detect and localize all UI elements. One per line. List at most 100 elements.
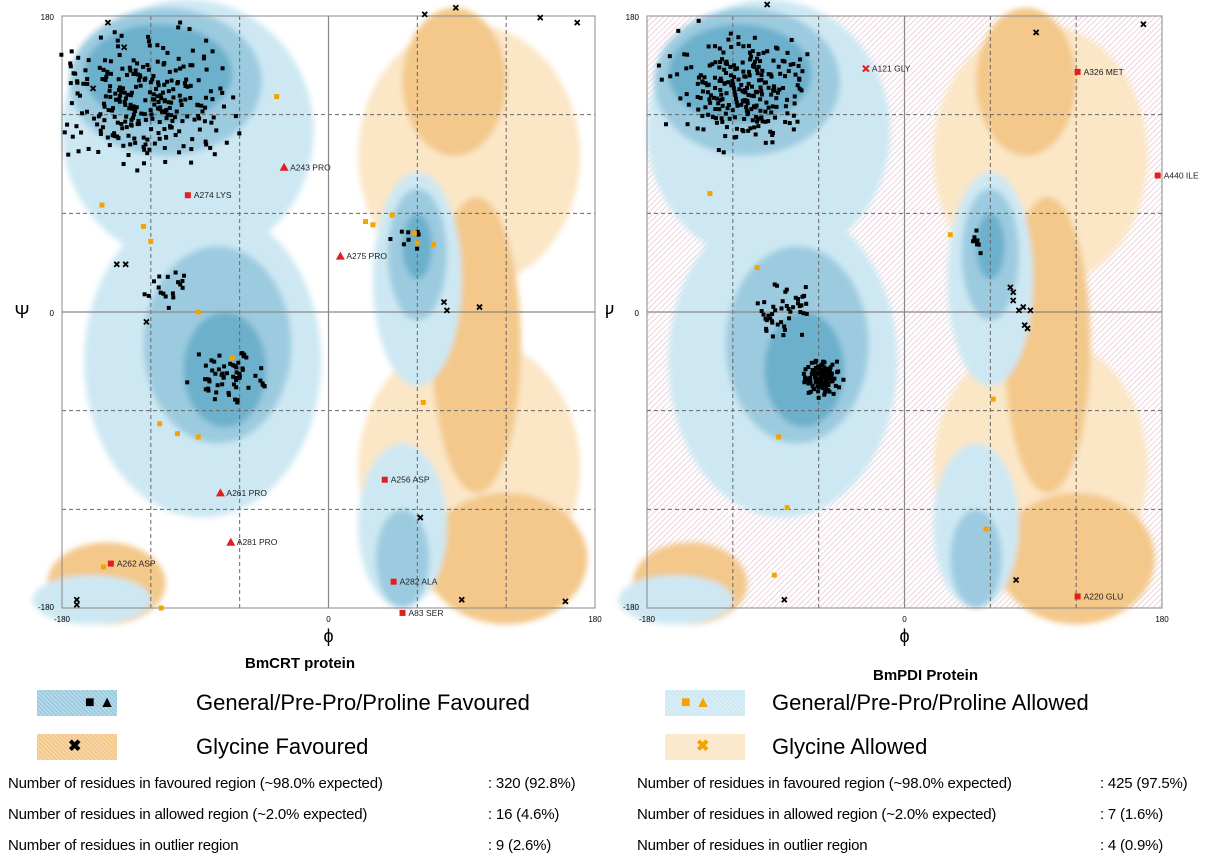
favoured-point xyxy=(832,376,837,381)
favoured-point xyxy=(135,61,140,66)
favoured-point xyxy=(759,88,764,93)
favoured-point xyxy=(696,18,701,23)
favoured-point xyxy=(156,100,161,105)
favoured-point xyxy=(836,369,841,374)
favoured-point xyxy=(830,362,835,367)
favoured-point xyxy=(164,107,169,112)
favoured-point xyxy=(117,52,122,57)
favoured-point xyxy=(784,287,789,292)
favoured-point xyxy=(703,81,708,86)
favoured-point xyxy=(788,62,793,67)
glycine-point xyxy=(574,19,581,26)
favoured-point xyxy=(220,382,225,387)
favoured-point xyxy=(749,93,754,98)
favoured-point xyxy=(163,159,168,164)
favoured-point xyxy=(120,66,125,71)
glycine-point xyxy=(417,514,424,521)
stat-outlier-value: : 4 (0.9%) xyxy=(1100,837,1164,854)
tick-labels: -180 0 180 180 0 -180 ϕ Ψ xyxy=(14,13,602,646)
favoured-point xyxy=(122,99,127,104)
favoured-point xyxy=(696,75,701,80)
favoured-point xyxy=(162,146,167,151)
allowed-point xyxy=(274,94,280,100)
favoured-point xyxy=(800,294,805,299)
allowed-point xyxy=(771,572,777,578)
favoured-point xyxy=(686,102,691,107)
favoured-point xyxy=(192,117,197,122)
x-tick-label: 180 xyxy=(588,615,602,624)
favoured-point xyxy=(814,370,819,375)
allowed-point xyxy=(158,605,164,611)
favoured-point xyxy=(212,152,217,157)
favoured-point xyxy=(972,238,977,243)
favoured-point xyxy=(115,38,120,43)
favoured-point xyxy=(171,87,176,92)
favoured-point xyxy=(177,150,182,155)
favoured-point xyxy=(766,119,771,124)
favoured-point xyxy=(805,52,810,57)
favoured-point xyxy=(235,400,240,405)
favoured-point xyxy=(142,77,147,82)
allowed-point xyxy=(983,526,989,532)
favoured-point xyxy=(720,97,725,102)
favoured-point xyxy=(137,78,142,83)
favoured-point xyxy=(69,49,74,54)
stat-allowed-label: Number of residues in allowed region (~2… xyxy=(637,806,997,823)
favoured-point xyxy=(65,122,70,127)
favoured-point xyxy=(795,83,800,88)
favoured-point xyxy=(176,56,181,61)
favoured-point xyxy=(156,285,161,290)
favoured-point xyxy=(783,74,788,79)
favoured-point xyxy=(755,301,760,306)
favoured-point xyxy=(732,63,737,68)
favoured-point xyxy=(165,112,170,117)
favoured-point xyxy=(826,383,831,388)
favoured-point xyxy=(711,95,716,100)
glycine-point xyxy=(458,596,465,603)
favoured-point xyxy=(163,135,168,140)
favoured-point xyxy=(675,72,680,77)
favoured-point xyxy=(822,383,827,388)
favoured-point xyxy=(416,232,421,237)
favoured-point xyxy=(656,63,661,68)
favoured-point xyxy=(183,83,188,88)
favoured-point xyxy=(214,390,219,395)
favoured-point xyxy=(756,64,761,69)
stat-favoured-label: Number of residues in favoured region (~… xyxy=(8,775,383,792)
x-axis-label: ϕ xyxy=(323,626,333,646)
favoured-point xyxy=(161,291,166,296)
favoured-point xyxy=(801,371,806,376)
favoured-point xyxy=(708,100,713,105)
favoured-point xyxy=(180,285,185,290)
favoured-point xyxy=(216,367,221,372)
favoured-point xyxy=(724,91,729,96)
favoured-point xyxy=(214,128,219,133)
outlier-marker xyxy=(381,476,388,483)
favoured-point xyxy=(728,73,733,78)
favoured-point xyxy=(784,303,789,308)
favoured-point xyxy=(713,85,718,90)
outlier-points: A243 PRO A274 LYS A275 PRO A261 PRO A281 PRO… xyxy=(107,162,443,618)
outlier-marker xyxy=(1154,172,1161,179)
favoured-point xyxy=(760,119,765,124)
favoured-point xyxy=(791,113,796,118)
legend-label-general-favoured: General/Pre-Pro/Proline Favoured xyxy=(196,690,530,715)
favoured-point xyxy=(773,308,778,313)
favoured-point xyxy=(746,69,751,74)
favoured-point xyxy=(240,366,245,371)
favoured-point xyxy=(834,359,839,364)
legend-marker-cross-icon: ✖ xyxy=(68,738,82,755)
favoured-point xyxy=(730,78,735,83)
favoured-point xyxy=(159,109,164,114)
favoured-point xyxy=(221,375,226,380)
favoured-point xyxy=(744,108,749,113)
favoured-point xyxy=(712,44,717,49)
favoured-point xyxy=(171,95,176,100)
favoured-point xyxy=(731,82,736,87)
stat-favoured-value: : 320 (92.8%) xyxy=(488,775,576,792)
favoured-point xyxy=(118,93,123,98)
favoured-point xyxy=(698,96,703,101)
favoured-point xyxy=(155,94,160,99)
favoured-point xyxy=(770,131,775,136)
favoured-point xyxy=(59,52,64,57)
